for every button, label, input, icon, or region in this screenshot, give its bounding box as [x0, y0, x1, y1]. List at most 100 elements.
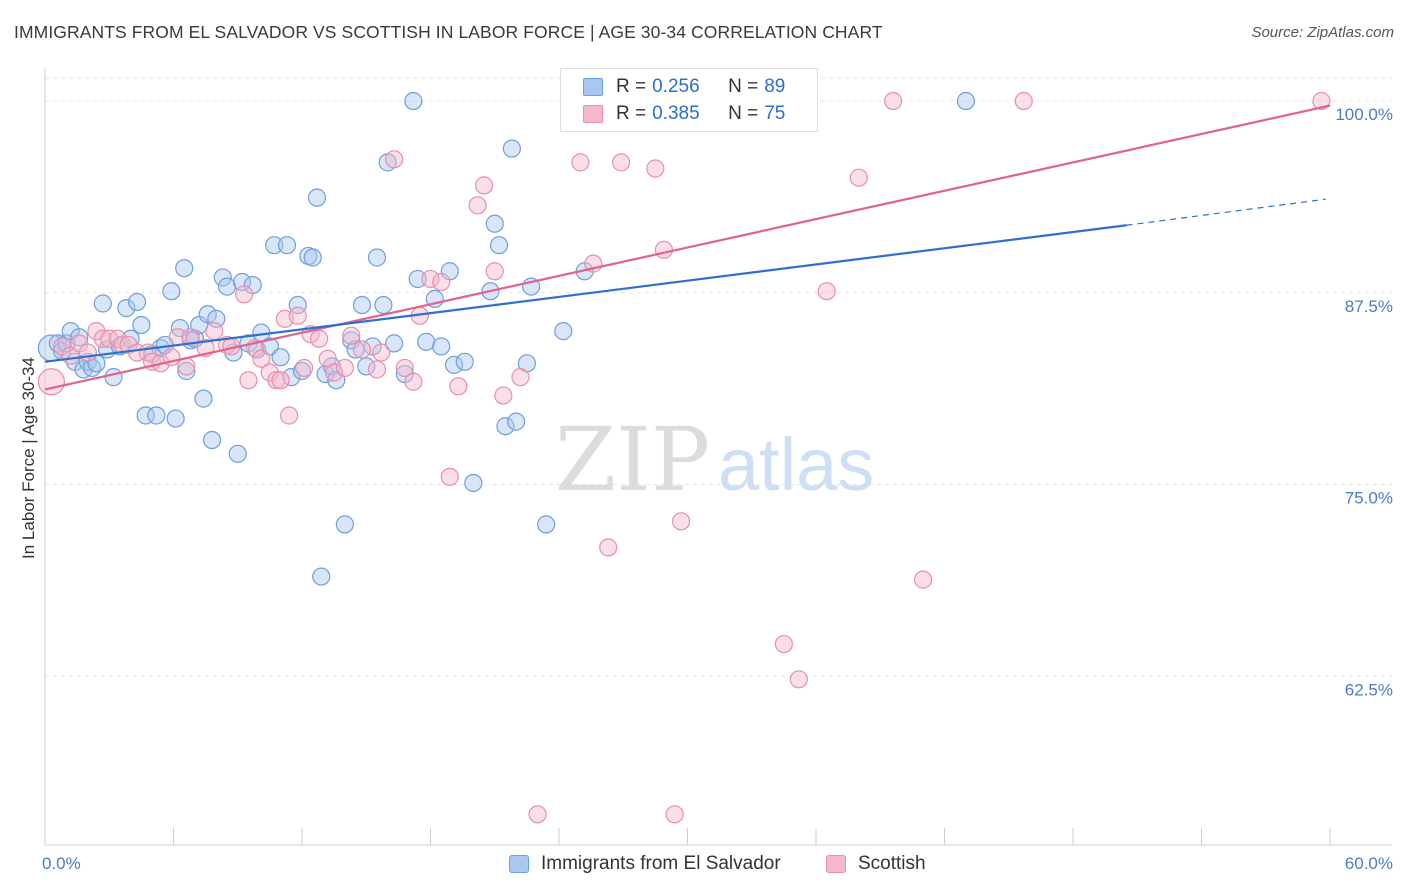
data-point — [485, 262, 504, 281]
legend-stats-row-pink: R = 0.385 N = 75 — [583, 102, 785, 126]
data-point — [384, 334, 404, 353]
legend-stats-row-blue: R = 0.256 N = 89 — [583, 75, 785, 99]
data-point — [449, 377, 468, 396]
watermark-atlas: atlas — [718, 423, 874, 506]
data-point — [307, 188, 327, 207]
data-point — [295, 358, 314, 378]
trend-line-el-salvador — [44, 224, 1127, 363]
data-point — [528, 805, 547, 824]
legend-r-value: 0.256 — [652, 76, 700, 97]
data-point — [849, 168, 868, 187]
data-point — [217, 277, 237, 296]
data-point — [372, 343, 391, 362]
data-point — [571, 153, 590, 172]
data-point — [292, 361, 312, 381]
legend-swatch-pink — [826, 855, 846, 873]
data-point — [789, 670, 808, 689]
data-point — [494, 386, 513, 405]
data-point — [665, 805, 684, 824]
data-point — [367, 360, 387, 379]
data-point — [288, 295, 307, 315]
watermark: ZIP atlas — [555, 408, 874, 511]
data-point — [37, 368, 66, 396]
data-point — [271, 371, 290, 390]
data-point — [335, 515, 354, 534]
data-point — [205, 322, 224, 341]
data-point — [213, 268, 232, 287]
data-point — [346, 340, 365, 359]
data-point — [228, 444, 247, 463]
data-point — [774, 634, 793, 654]
data-point — [202, 430, 222, 450]
data-point — [352, 295, 372, 315]
data-point — [252, 349, 271, 368]
data-point — [288, 306, 307, 325]
data-point — [455, 352, 474, 371]
data-point — [198, 305, 217, 324]
watermark-zip: ZIP — [555, 408, 710, 511]
y-tick-label: 100.0% — [1335, 105, 1393, 124]
data-point — [654, 240, 674, 259]
data-point — [267, 371, 286, 390]
data-point — [78, 343, 97, 362]
data-point — [335, 358, 354, 378]
data-point — [817, 282, 836, 301]
data-point — [357, 357, 376, 376]
data-point — [303, 248, 322, 267]
y-tick-label: 75.0% — [1345, 489, 1393, 508]
data-point — [507, 412, 526, 431]
data-point — [1312, 91, 1331, 111]
data-point — [474, 176, 494, 195]
series-scottish-points — [37, 91, 1331, 824]
legend-n-value: 75 — [764, 103, 786, 124]
legend-item-el-salvador[interactable]: Immigrants from El Salvador — [509, 851, 781, 877]
legend-label-el-salvador: Immigrants from El Salvador — [541, 853, 781, 874]
data-point — [511, 368, 530, 387]
data-point — [352, 340, 372, 359]
data-point — [181, 328, 200, 347]
data-point — [395, 358, 414, 378]
data-point — [136, 406, 155, 425]
data-point — [374, 295, 393, 315]
legend-item-scottish[interactable]: Scottish — [826, 851, 926, 877]
data-point — [440, 467, 459, 486]
legend-r-label: R = — [616, 76, 647, 97]
tick-labels: 100.0% 87.5% 75.0% 62.5% 0.0% 60.0% — [42, 105, 1393, 873]
data-point — [432, 337, 451, 356]
legend-n-label: N = — [728, 76, 759, 97]
x-tick-label: 0.0% — [42, 854, 81, 873]
data-point — [166, 409, 185, 428]
legend-n-value: 89 — [764, 76, 786, 97]
data-point — [162, 282, 181, 301]
data-point — [883, 91, 903, 111]
data-point — [404, 91, 423, 111]
legend-swatch-pink — [583, 105, 603, 123]
data-point — [502, 139, 521, 158]
legend-swatch-blue — [583, 78, 603, 96]
trend-line-scottish — [44, 104, 1331, 391]
data-point — [271, 348, 290, 367]
data-point — [265, 236, 284, 255]
data-point — [485, 214, 504, 233]
data-point — [312, 567, 331, 586]
data-point — [404, 372, 423, 391]
data-point — [956, 91, 976, 111]
y-tick-label: 87.5% — [1345, 297, 1393, 316]
data-point — [177, 361, 196, 381]
data-point — [496, 417, 515, 436]
data-point — [147, 406, 166, 425]
data-point — [464, 473, 483, 493]
data-point — [417, 332, 436, 351]
legend-stats: R = 0.256 N = 89 R = 0.385 N = 75 — [560, 68, 818, 132]
trend-lines — [44, 104, 1331, 391]
data-point — [132, 315, 151, 335]
data-point — [194, 389, 213, 408]
legend-r-value: 0.385 — [652, 103, 700, 124]
data-point — [325, 363, 344, 382]
data-point — [671, 512, 691, 531]
data-point — [421, 269, 440, 289]
trend-line-el-salvador-extension — [1126, 198, 1326, 226]
data-point — [537, 515, 556, 534]
data-point — [117, 299, 136, 318]
